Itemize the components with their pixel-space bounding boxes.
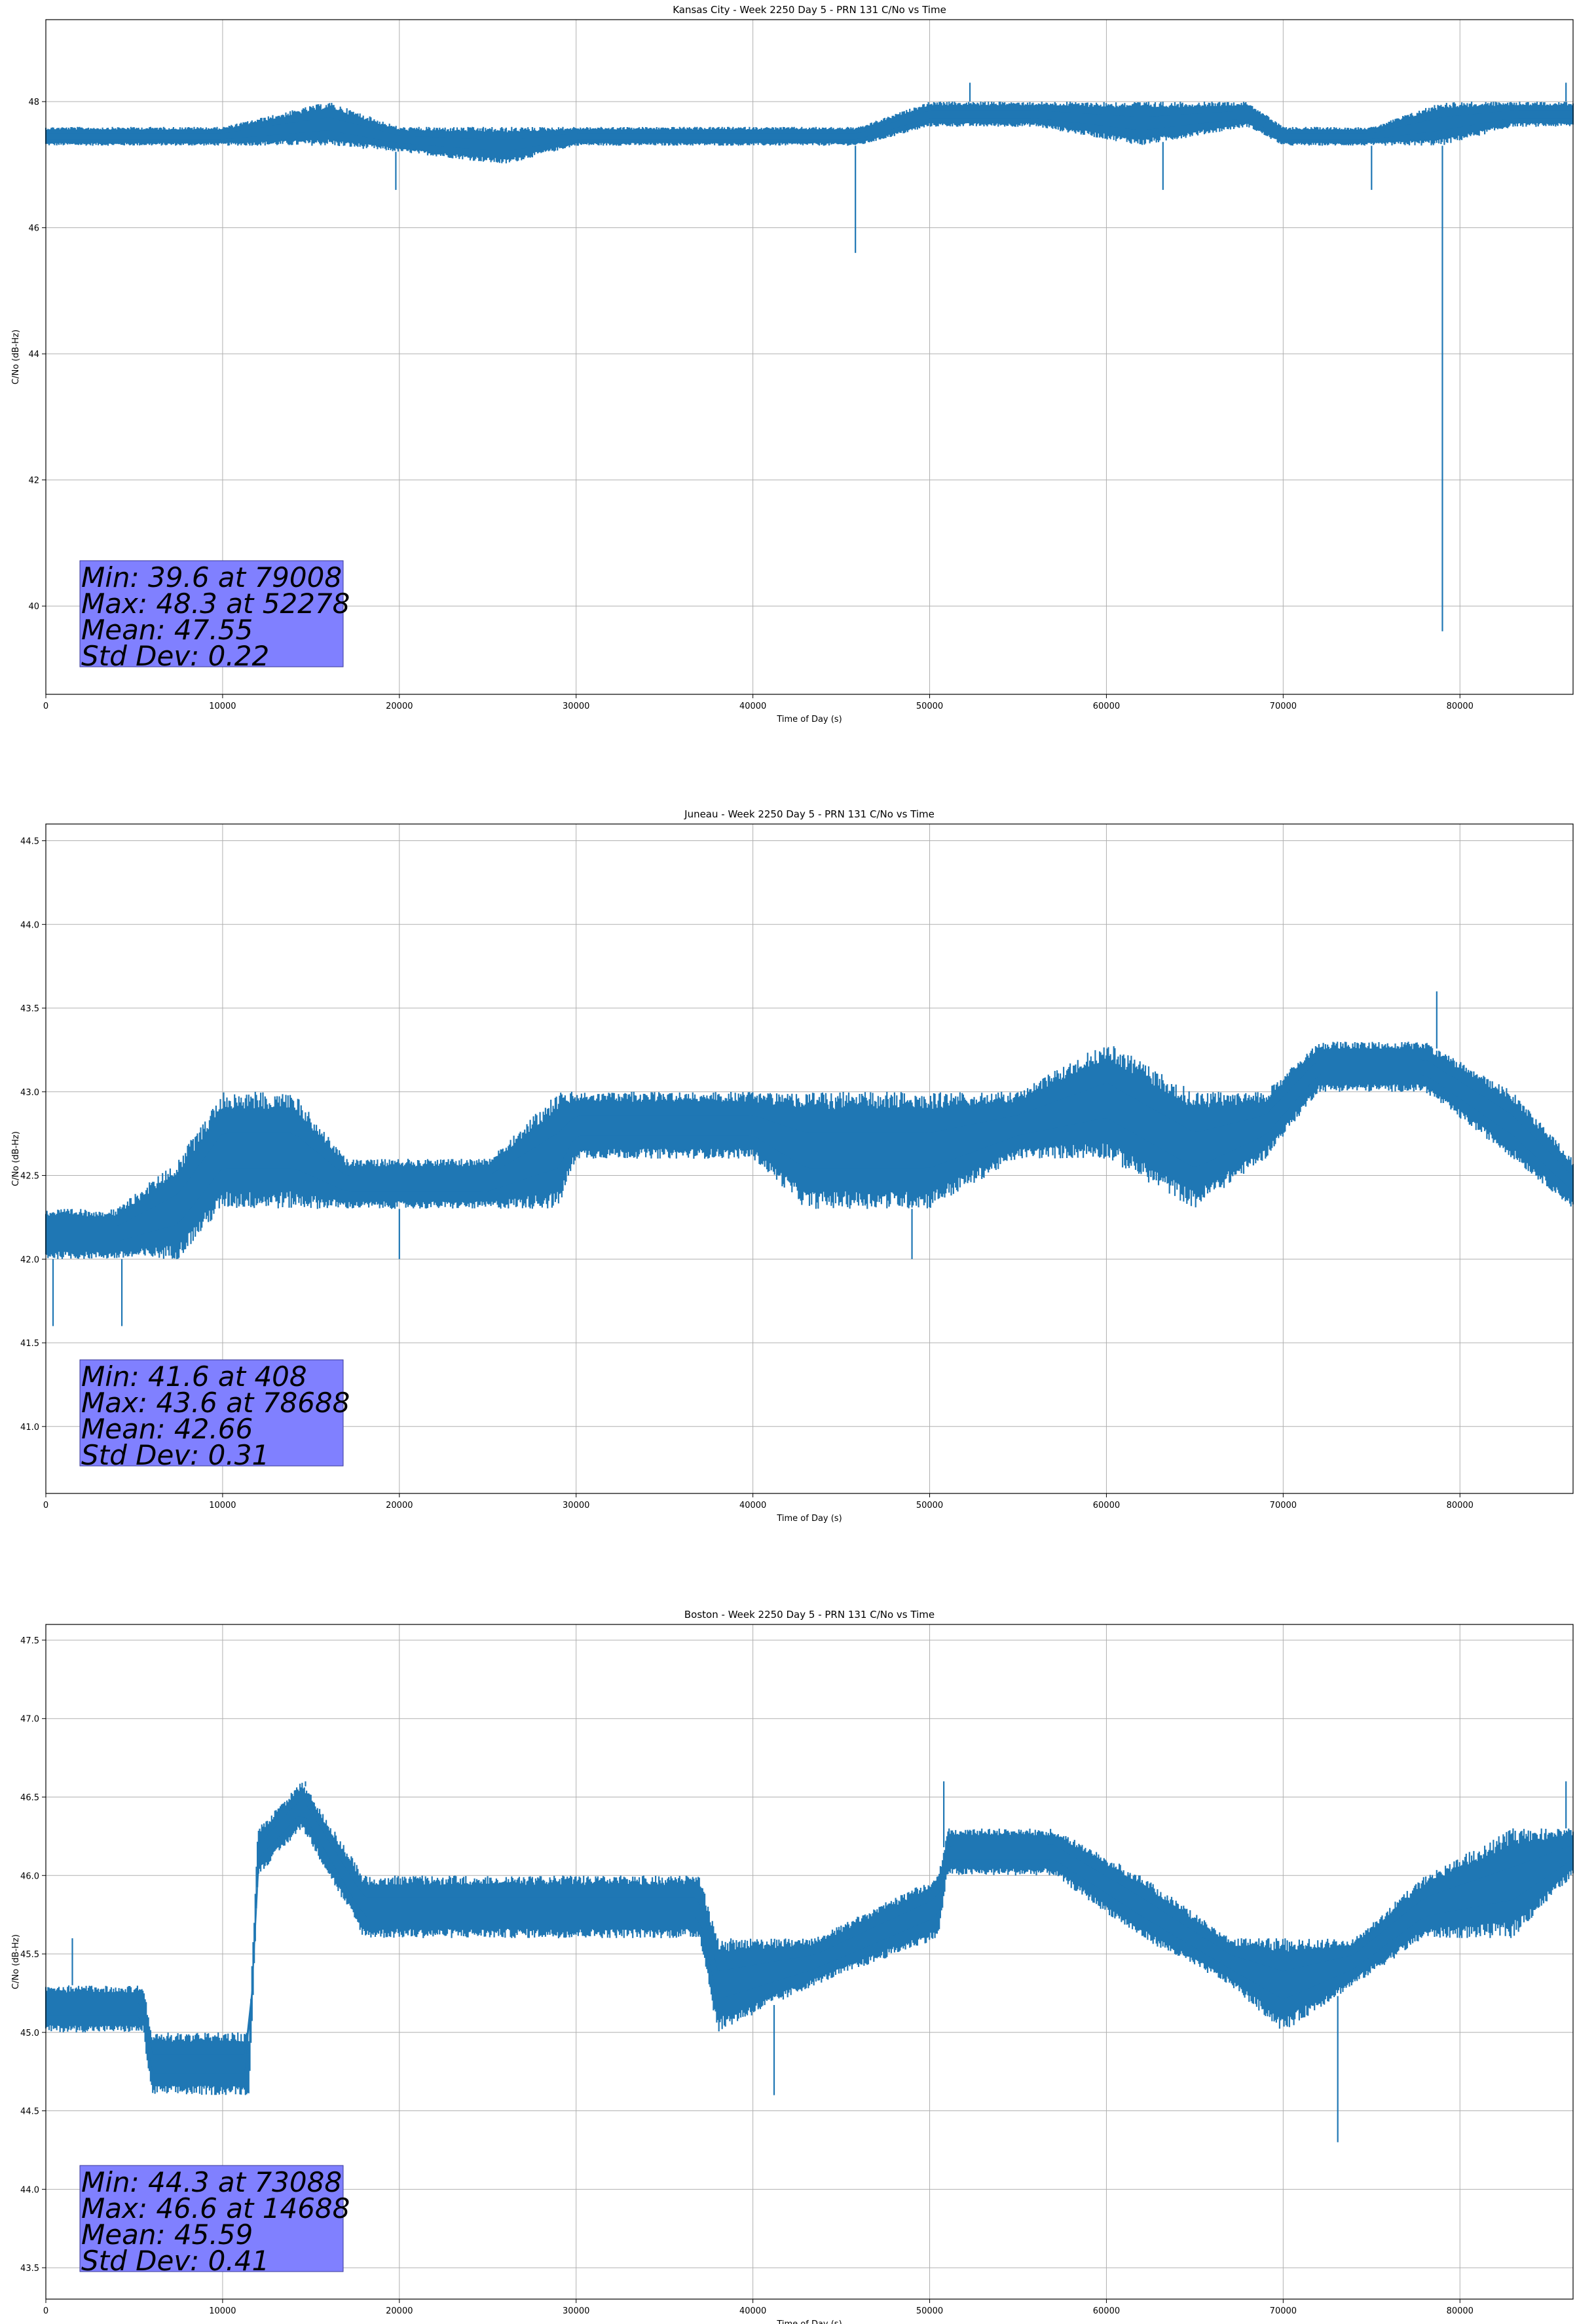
x-tick-label: 10000	[209, 2306, 236, 2316]
axes-frame	[45, 19, 1574, 695]
x-tick-label: 60000	[1093, 1501, 1120, 1510]
y-tick-label: 46.5	[20, 1793, 39, 1803]
y-tick-label: 44.5	[20, 2107, 39, 2117]
stats-line: Min: 41.6 at 408	[81, 1360, 307, 1393]
stats-line: Min: 44.3 at 73088	[81, 2166, 342, 2198]
x-tick-label: 0	[43, 702, 48, 711]
x-tick-label: 40000	[739, 1501, 766, 1510]
y-tick-label: 45.5	[20, 1950, 39, 1960]
y-tick-label: 42	[28, 476, 39, 486]
x-tick-label: 70000	[1270, 702, 1297, 711]
x-tick-label: 20000	[386, 2306, 413, 2316]
stats-line: Mean: 45.59	[81, 2219, 253, 2251]
x-tick-label: 20000	[386, 702, 413, 711]
x-tick-label: 80000	[1447, 1501, 1474, 1510]
x-tick-label: 80000	[1447, 702, 1474, 711]
y-tick-label: 44.0	[20, 920, 39, 930]
stats-line: Mean: 42.66	[81, 1413, 253, 1445]
x-tick-label: 60000	[1093, 2306, 1120, 2316]
y-tick-label: 48	[28, 98, 39, 107]
stats-line: Std Dev: 0.41	[81, 2245, 269, 2277]
y-axis-label: C/No (dB-Hz)	[11, 1934, 21, 1989]
y-tick-label: 44.5	[20, 837, 39, 847]
y-tick-label: 41.0	[20, 1423, 39, 1433]
y-axis-label: C/No (dB-Hz)	[11, 329, 21, 384]
y-tick-label: 43.5	[20, 1004, 39, 1014]
y-tick-label: 43.0	[20, 1088, 39, 1098]
chart-title: Boston - Week 2250 Day 5 - PRN 131 C/No …	[684, 1609, 935, 1621]
x-axis-label: Time of Day (s)	[776, 715, 842, 724]
axes-frame	[45, 823, 1574, 1494]
axes-frame	[45, 1624, 1574, 2300]
x-axis-label: Time of Day (s)	[776, 2319, 842, 2324]
x-tick-label: 0	[43, 2306, 48, 2316]
chart-title: Juneau - Week 2250 Day 5 - PRN 131 C/No …	[684, 808, 935, 820]
y-tick-label: 43.5	[20, 2264, 39, 2274]
x-tick-label: 10000	[209, 1501, 236, 1510]
stats-box-bg	[79, 560, 344, 667]
y-tick-label: 47.0	[20, 1715, 39, 1725]
stats-line: Max: 46.6 at 14688	[81, 2192, 350, 2224]
x-tick-label: 80000	[1447, 2306, 1474, 2316]
x-tick-label: 30000	[563, 1501, 589, 1510]
x-tick-label: 50000	[916, 702, 943, 711]
y-tick-label: 41.5	[20, 1339, 39, 1349]
x-tick-label: 50000	[916, 2306, 943, 2316]
stats-line: Max: 48.3 at 52278	[81, 588, 350, 620]
y-tick-label: 46	[28, 224, 39, 234]
x-tick-label: 40000	[739, 2306, 766, 2316]
x-axis-label: Time of Day (s)	[776, 1514, 842, 1524]
x-tick-label: 70000	[1270, 2306, 1297, 2316]
x-tick-label: 30000	[563, 702, 589, 711]
y-tick-label: 47.5	[20, 1636, 39, 1646]
y-tick-label: 40	[28, 602, 39, 612]
y-tick-label: 42.5	[20, 1172, 39, 1182]
x-tick-label: 10000	[209, 702, 236, 711]
y-tick-label: 42.0	[20, 1255, 39, 1265]
stats-line: Max: 43.6 at 78688	[81, 1387, 350, 1419]
y-axis-label: C/No (dB-Hz)	[11, 1131, 21, 1186]
x-tick-label: 20000	[386, 1501, 413, 1510]
chart-panel-3: 0 10000 20000 30000 40000 50000 60000 70000 8000…	[11, 1609, 1574, 2324]
x-tick-label: 60000	[1093, 702, 1120, 711]
stats-line: Min: 39.6 at 79008	[81, 561, 342, 593]
series-band	[46, 110, 1573, 151]
stats-line: Std Dev: 0.31	[81, 1439, 269, 1471]
x-tick-label: 40000	[739, 702, 766, 711]
chart-panel-2: 0 10000 20000 30000 40000 50000 60000 70000 8000…	[11, 808, 1574, 1524]
y-tick-label: 44	[28, 350, 39, 360]
series-band	[46, 1059, 1573, 1242]
chart-panel-1: 0 10000 20000 30000 40000 50000 60000 70000 8000…	[11, 4, 1574, 724]
stats-box-bg	[79, 1359, 344, 1467]
stats-box-bg	[79, 2165, 344, 2272]
x-tick-label: 0	[43, 1501, 48, 1510]
y-tick-label: 45.0	[20, 2029, 39, 2038]
y-tick-label: 44.0	[20, 2185, 39, 2195]
y-tick-label: 46.0	[20, 1871, 39, 1881]
x-tick-label: 30000	[563, 2306, 589, 2316]
chart-title: Kansas City - Week 2250 Day 5 - PRN 131 …	[673, 4, 946, 16]
stats-line: Mean: 47.55	[81, 614, 253, 646]
stats-line: Std Dev: 0.22	[81, 640, 269, 672]
x-tick-label: 50000	[916, 1501, 943, 1510]
x-tick-label: 70000	[1270, 1501, 1297, 1510]
